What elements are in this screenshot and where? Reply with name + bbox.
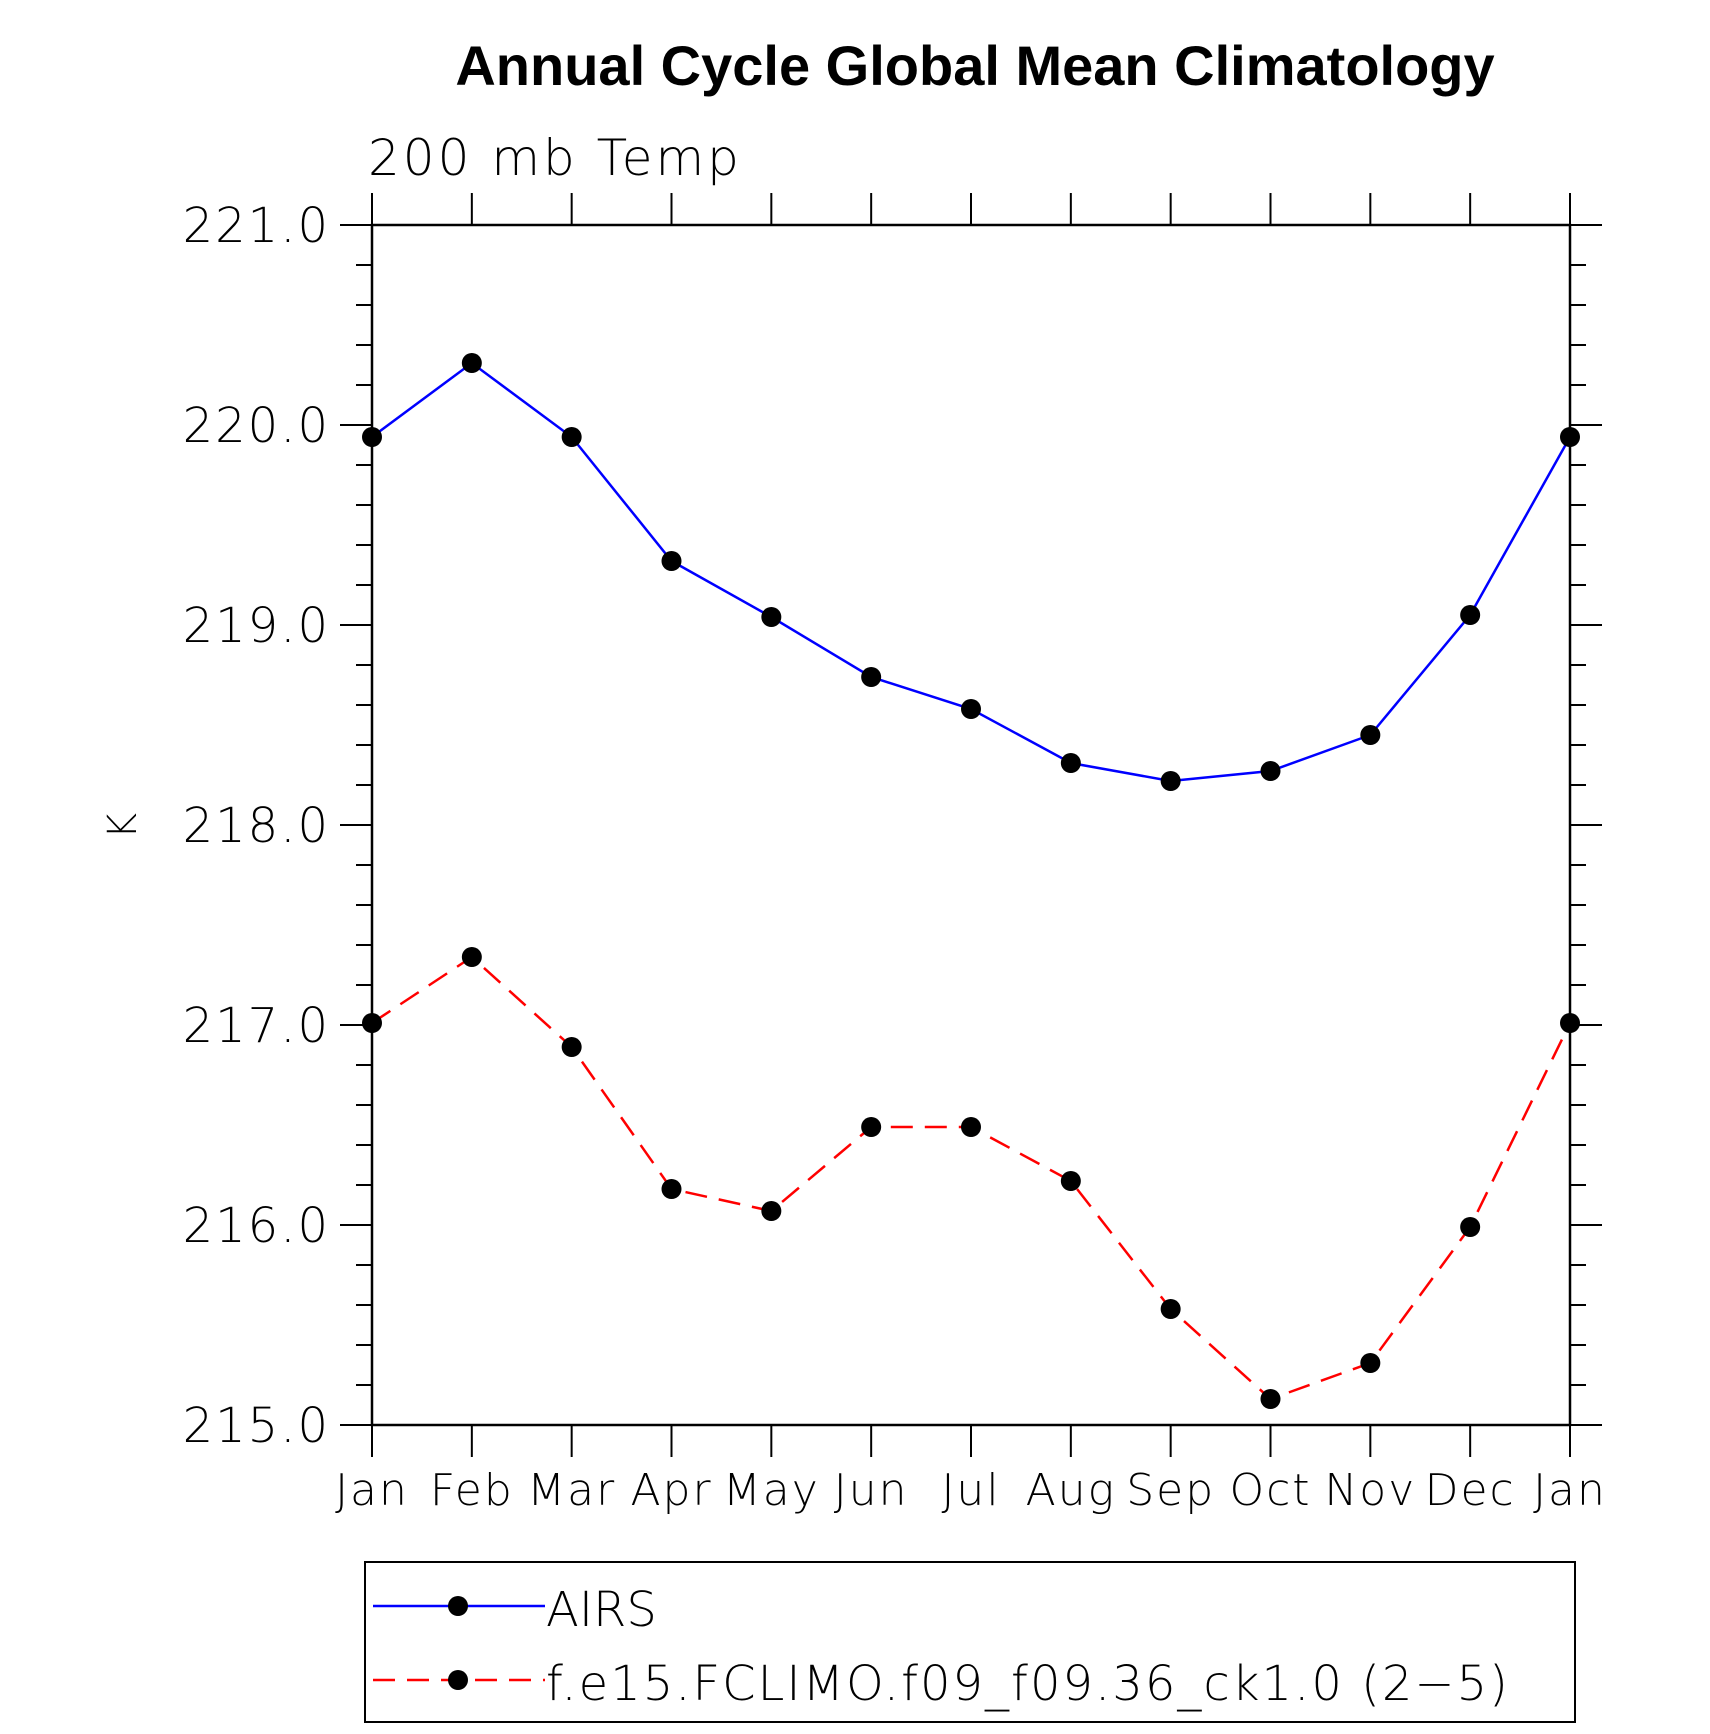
data-point bbox=[461, 353, 482, 373]
series-0 bbox=[362, 353, 1580, 791]
chart-title: Annual Cycle Global Mean Climatology bbox=[455, 34, 1494, 97]
x-tick-label: Mar bbox=[527, 1465, 616, 1516]
data-point bbox=[761, 607, 782, 627]
data-point bbox=[661, 1179, 682, 1199]
x-tick-label: Jun bbox=[834, 1465, 909, 1516]
data-point bbox=[961, 1117, 981, 1137]
legend-label-model: f.e15.FCLIMO.f09_f09.36_ck1.0 (2−5) bbox=[546, 1656, 1510, 1712]
data-point bbox=[1060, 1171, 1081, 1191]
data-point bbox=[1560, 1013, 1580, 1033]
legend-box bbox=[364, 1561, 1576, 1723]
data-point bbox=[1060, 753, 1081, 773]
x-tick-label: Feb bbox=[430, 1465, 514, 1516]
data-point bbox=[961, 699, 981, 719]
x-tick-label: Nov bbox=[1324, 1465, 1416, 1516]
data-point bbox=[1360, 1353, 1381, 1373]
series-1 bbox=[362, 947, 1580, 1409]
data-point bbox=[761, 1201, 782, 1221]
data-point bbox=[1560, 427, 1580, 447]
legend: AIRS f.e15.FCLIMO.f09_f09.36_ck1.0 (2−5) bbox=[364, 1561, 1576, 1723]
data-point bbox=[1160, 771, 1181, 791]
data-point bbox=[1460, 605, 1481, 625]
x-tick-label: Dec bbox=[1425, 1465, 1516, 1516]
data-point bbox=[461, 947, 482, 967]
data-point bbox=[362, 1013, 382, 1033]
legend-marker-model bbox=[448, 1670, 468, 1690]
data-point bbox=[561, 427, 582, 447]
x-tick-label: May bbox=[723, 1465, 820, 1516]
data-point bbox=[362, 427, 382, 447]
data-point bbox=[861, 1117, 882, 1137]
x-tick-label: Sep bbox=[1126, 1465, 1215, 1516]
chart-subtitle: 200 mb Temp bbox=[368, 129, 742, 187]
x-tick-label: Jan bbox=[1533, 1465, 1607, 1516]
x-tick-label: Jan bbox=[335, 1465, 409, 1516]
data-point bbox=[1160, 1299, 1181, 1319]
legend-label-airs: AIRS bbox=[546, 1582, 657, 1638]
data-point bbox=[1460, 1217, 1481, 1237]
data-point bbox=[661, 551, 682, 571]
y-tick-label: 219.0 bbox=[183, 598, 330, 654]
data-point bbox=[1360, 725, 1381, 745]
y-tick-label: 218.0 bbox=[183, 798, 330, 854]
axes: 215.0 216.0 217.0 218.0 219.0 220.0 221.0 Jan Fe… bbox=[183, 193, 1607, 1516]
legend-marker-airs bbox=[448, 1596, 468, 1616]
y-tick-label: 220.0 bbox=[183, 398, 330, 454]
y-tick-label: 215.0 bbox=[183, 1398, 330, 1454]
data-point bbox=[561, 1037, 582, 1057]
y-tick-label: 221.0 bbox=[183, 198, 330, 254]
y-tick-label: 216.0 bbox=[183, 1198, 330, 1254]
data-point bbox=[861, 667, 882, 687]
x-tick-label: Aug bbox=[1026, 1465, 1116, 1516]
data-point bbox=[1260, 761, 1281, 781]
data-point bbox=[1260, 1389, 1281, 1409]
y-axis-label: K bbox=[100, 813, 146, 839]
plot-series bbox=[362, 353, 1580, 1409]
x-tick-label: Apr bbox=[630, 1465, 712, 1516]
x-tick-label: Oct bbox=[1229, 1465, 1311, 1516]
y-tick-label: 217.0 bbox=[183, 998, 330, 1054]
x-tick-label: Jul bbox=[941, 1465, 1000, 1516]
